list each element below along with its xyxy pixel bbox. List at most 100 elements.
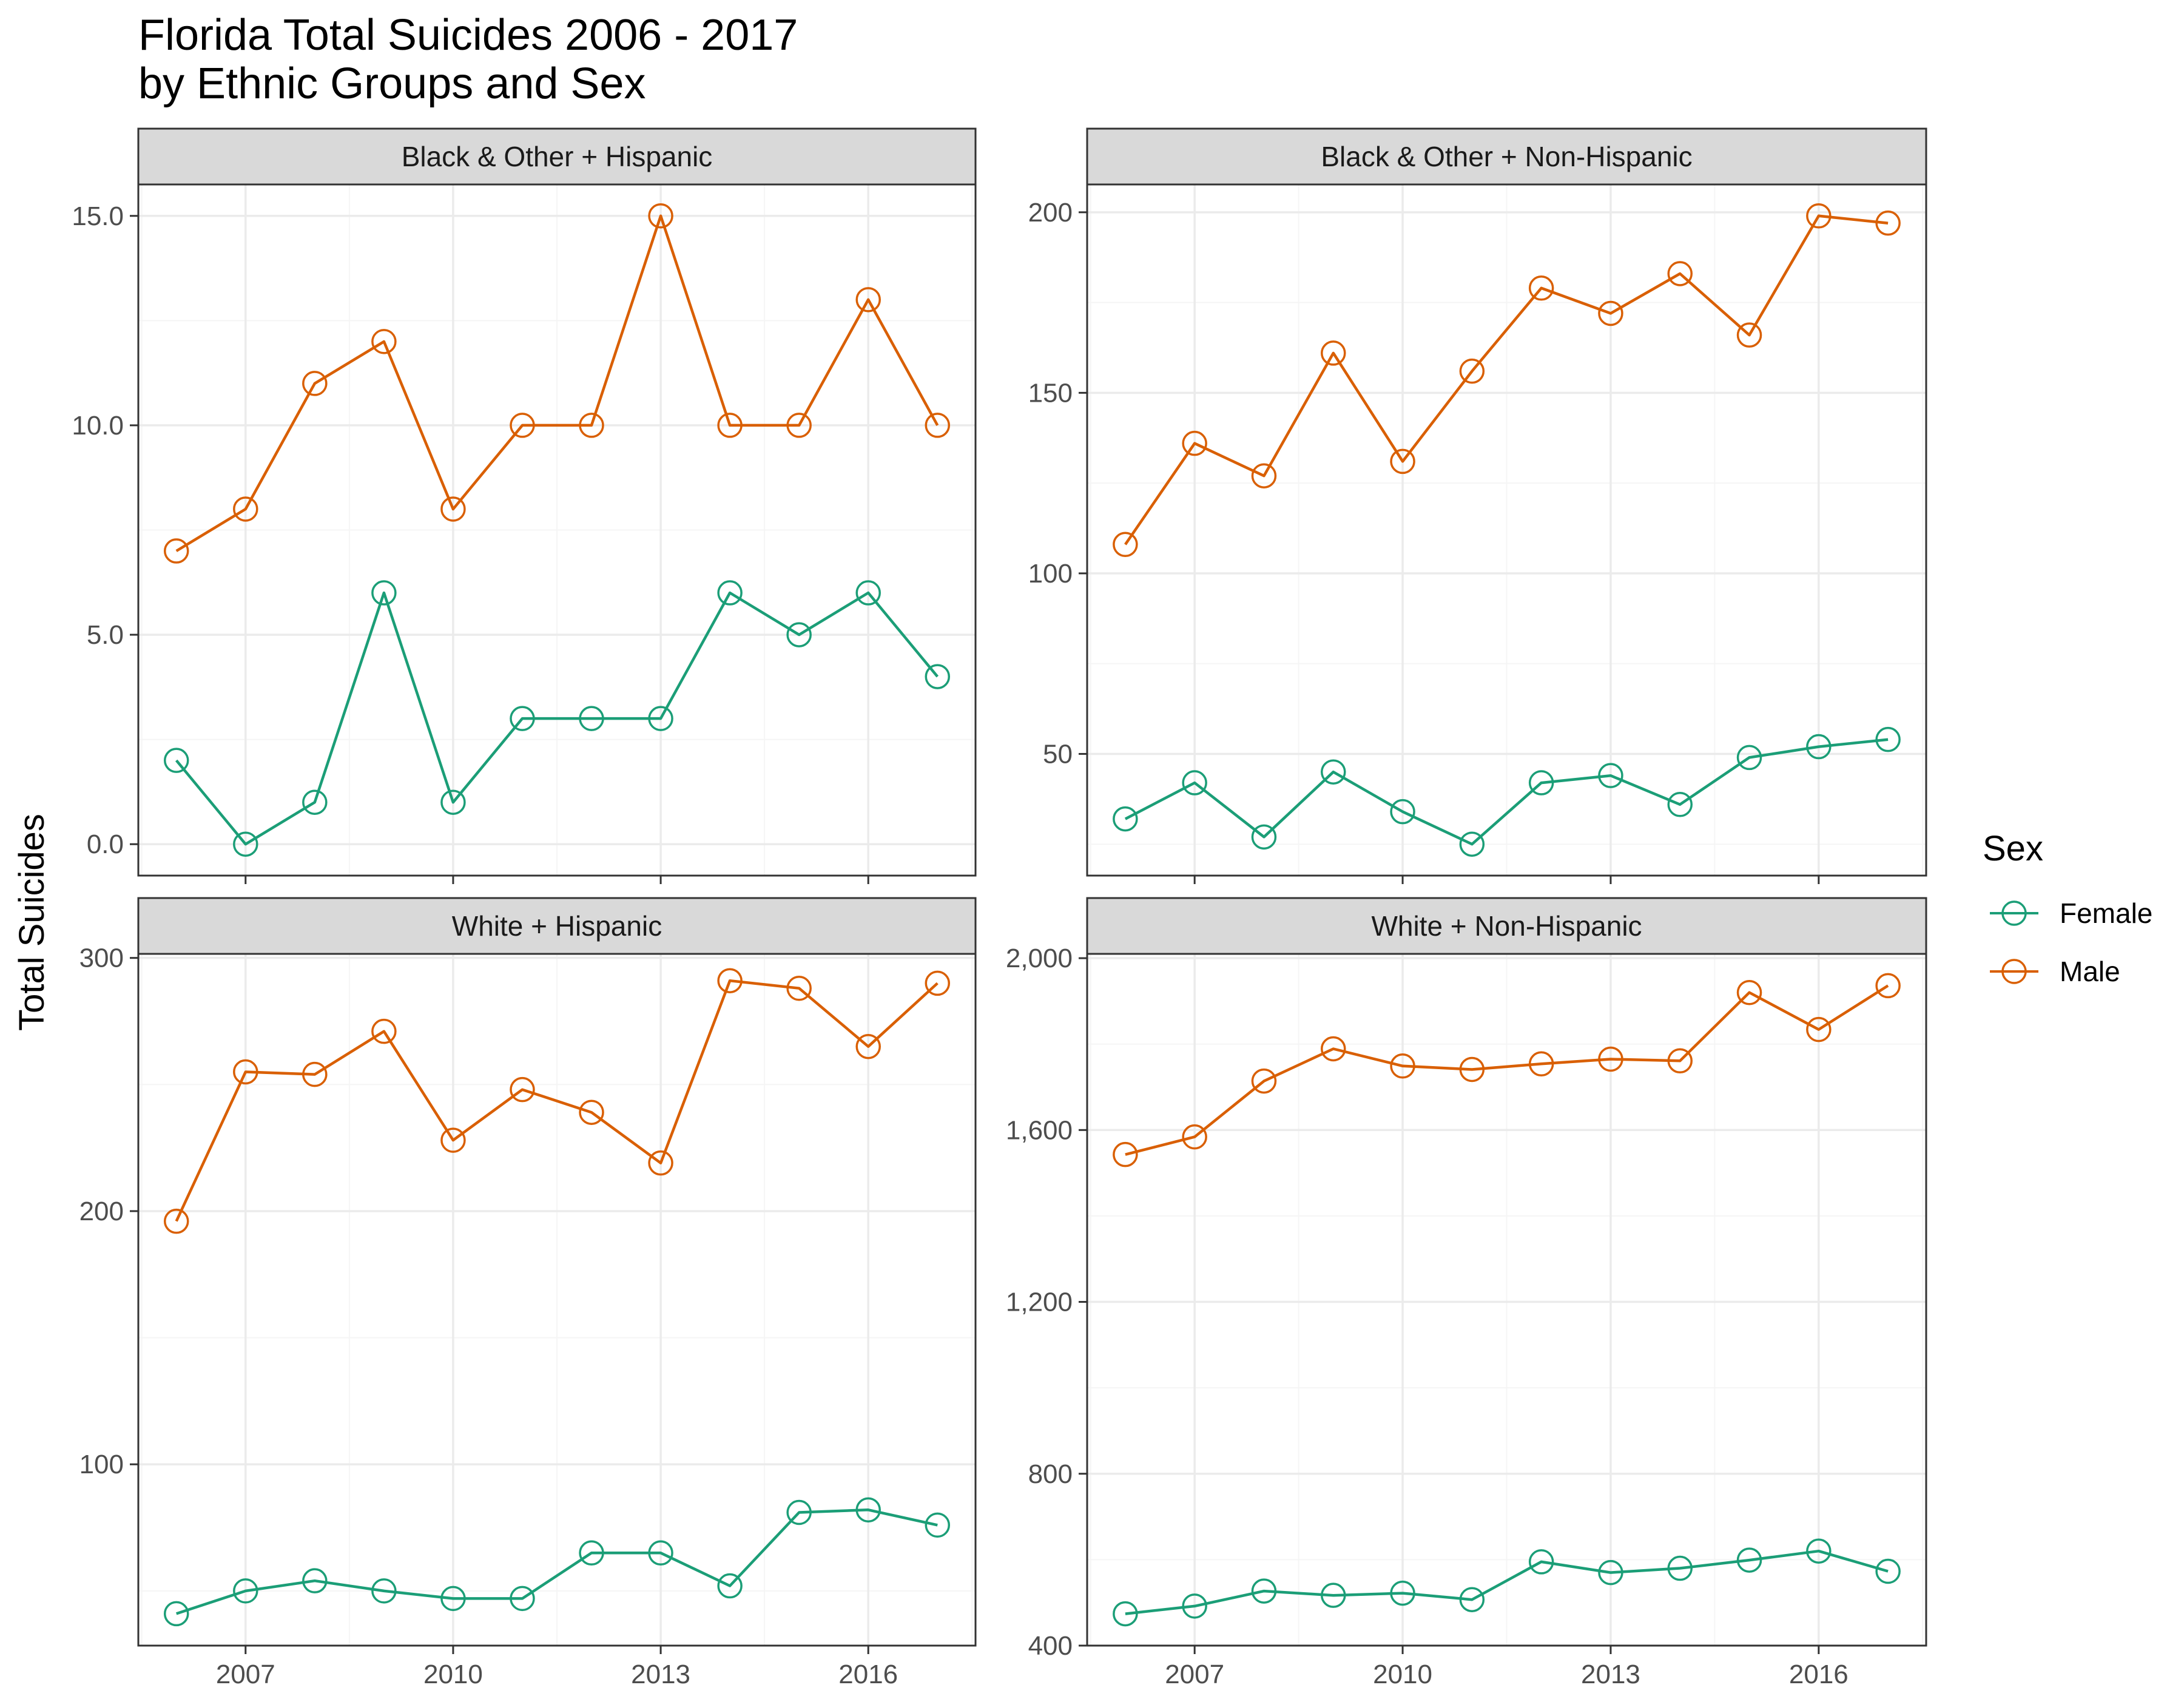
data-point-male: [1528, 275, 1554, 301]
panel-white-plus-non-hispanic: White + Non-Hispanic 400 800 1,200 1,600 2,00…: [1006, 897, 1927, 1689]
data-point-male: [302, 371, 328, 396]
data-point-female: [1113, 806, 1138, 832]
y-tick-label: 800: [1028, 1459, 1073, 1489]
data-point-female: [1113, 1601, 1138, 1627]
facet-strip-label: White + Hispanic: [452, 910, 662, 942]
data-point-female: [233, 831, 258, 857]
facet-strip-label: Black & Other + Non-Hispanic: [1321, 141, 1692, 172]
data-point-female: [1321, 1582, 1346, 1608]
y-tick-label: 50: [1043, 739, 1073, 769]
data-point-male: [1806, 203, 1832, 229]
data-point-male: [717, 968, 743, 993]
legend-key-point-female: [2001, 900, 2027, 926]
legend-key-point-male: [2001, 959, 2027, 984]
x-tick-label: 2010: [423, 1660, 483, 1689]
data-point-female: [648, 706, 673, 731]
legend-label-female: Female: [2060, 897, 2152, 929]
series-line-male: [175, 214, 939, 552]
series-line-male: [1124, 214, 1889, 546]
facet-strip-label: White + Non-Hispanic: [1371, 910, 1642, 942]
data-point-male: [1806, 1016, 1832, 1042]
data-point-female: [1667, 792, 1693, 817]
facet-strip: [1086, 897, 1927, 955]
y-tick-label: 150: [1028, 378, 1073, 408]
data-point-male: [1459, 358, 1485, 384]
data-point-male: [1667, 261, 1693, 286]
data-point-male: [648, 203, 673, 229]
data-point-male: [1321, 340, 1346, 366]
legend-label-male: Male: [2060, 956, 2120, 987]
facet-strip: [1086, 127, 1927, 186]
data-point-female: [302, 789, 328, 815]
data-point-female: [717, 580, 743, 606]
facet-strip-label: Black & Other + Hispanic: [402, 141, 713, 172]
data-point-male: [1390, 1053, 1415, 1079]
data-point-male: [786, 413, 812, 438]
panel-black-and-other-plus-non-hispanic: Black & Other + Non-Hispanic 50 100 150 200: [1028, 127, 1927, 884]
data-point-male: [510, 1076, 535, 1103]
chart-title-line-2: by Ethnic Groups and Sex: [138, 59, 645, 108]
y-tick-label: 400: [1028, 1631, 1073, 1661]
data-point-male: [440, 496, 466, 522]
data-point-male: [925, 970, 951, 996]
data-point-female: [510, 1586, 535, 1612]
y-tick-label: 1,200: [1006, 1288, 1073, 1317]
data-point-male: [163, 1208, 189, 1234]
data-point-female: [1736, 745, 1762, 771]
legend: Sex Female Male: [1983, 829, 2152, 987]
data-point-male: [1182, 1124, 1207, 1150]
y-tick-label: 300: [79, 944, 124, 973]
data-point-male: [1390, 448, 1415, 475]
data-point-male: [1598, 300, 1623, 326]
data-point-female: [1251, 1578, 1277, 1604]
data-point-male: [648, 1150, 673, 1176]
data-point-female: [925, 664, 951, 689]
data-point-female: [1459, 831, 1485, 857]
x-tick-label: 2010: [1373, 1660, 1432, 1689]
data-point-male: [1113, 1141, 1138, 1167]
data-point-female: [440, 789, 466, 815]
data-point-female: [786, 1499, 812, 1525]
data-point-female: [371, 580, 397, 606]
data-point-male: [1528, 1051, 1554, 1077]
data-point-female: [1251, 824, 1277, 850]
data-point-female: [1875, 726, 1901, 752]
data-point-female: [1528, 770, 1554, 795]
data-point-female: [371, 1578, 397, 1604]
legend-item-female: Female: [1990, 897, 2152, 929]
data-point-male: [163, 538, 189, 564]
y-tick-label: 2,000: [1006, 944, 1073, 973]
series-line-male: [1125, 984, 1889, 1156]
panel-white-plus-hispanic: White + Hispanic 100 200 300 2007 2010 2013 201…: [79, 897, 977, 1689]
data-point-male: [440, 1127, 466, 1153]
data-point-male: [925, 413, 951, 438]
facet-panels: Black & Other + Hispanic0.05.010.015.0Bl…: [72, 127, 1927, 1689]
data-point-female: [1667, 1555, 1693, 1581]
panel-black-and-other-plus-hispanic: Black & Other + Hispanic 0.0 5.0 10.0 15.0: [72, 127, 977, 884]
data-point-male: [1459, 1056, 1485, 1083]
y-axis-title: Total Suicides: [12, 814, 52, 1031]
data-point-female: [648, 1540, 673, 1566]
x-tick-label: 2007: [216, 1660, 275, 1689]
data-point-male: [855, 1033, 881, 1059]
x-tick-label: 2007: [1165, 1660, 1224, 1689]
data-point-female: [1598, 1559, 1623, 1586]
data-point-male: [510, 413, 535, 438]
data-point-female: [440, 1586, 466, 1612]
y-tick-label: 15.0: [72, 201, 124, 231]
data-point-female: [510, 706, 535, 731]
data-point-male: [233, 496, 258, 522]
data-point-male: [1598, 1046, 1623, 1072]
data-point-male: [1182, 430, 1207, 456]
legend-title: Sex: [1983, 829, 2043, 868]
data-point-female: [233, 1578, 258, 1604]
series-line-female: [175, 591, 939, 846]
data-point-male: [1875, 210, 1901, 236]
data-point-female: [1806, 734, 1832, 760]
facet-strip: [137, 127, 977, 186]
y-tick-label: 10.0: [72, 411, 124, 441]
y-tick-label: 200: [1028, 198, 1073, 228]
data-point-male: [1875, 973, 1901, 999]
y-tick-label: 100: [1028, 559, 1073, 589]
